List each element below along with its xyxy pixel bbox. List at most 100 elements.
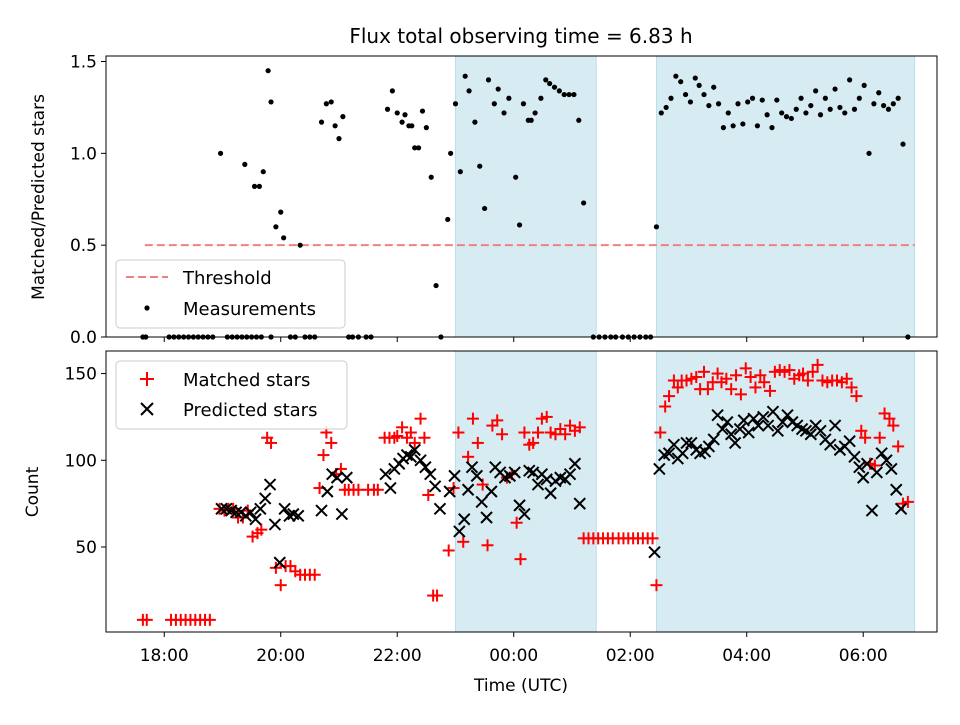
predicted-star-point	[843, 434, 856, 448]
bottom-y-tick-label: 100	[65, 451, 97, 471]
predicted-star-point	[804, 428, 818, 441]
measurement-point	[399, 119, 405, 125]
predicted-star-point	[563, 467, 577, 481]
top-legend-box	[115, 259, 346, 329]
predicted-star-point	[752, 419, 765, 432]
predicted-star-point	[814, 424, 827, 437]
measurement-point	[754, 123, 761, 129]
predicted-star-point	[278, 502, 291, 516]
measurement-point	[764, 112, 770, 118]
matched-star-point	[317, 449, 330, 462]
matched-star-point	[720, 372, 733, 385]
measurement-point	[528, 117, 534, 123]
measurement-point	[663, 104, 669, 111]
matched-star-point	[496, 428, 509, 441]
matched-star-point	[371, 483, 384, 496]
predicted-star-point	[890, 483, 903, 496]
top-legend: Threshold Measurements	[115, 259, 346, 329]
x-tick-label: 20:00	[256, 646, 305, 666]
top-shaded-region-0	[454, 55, 597, 338]
measurement-point	[384, 106, 391, 112]
matched-star-point	[659, 400, 672, 413]
measurement-point	[890, 101, 896, 107]
measurement-point	[837, 104, 843, 111]
measurement-point	[808, 102, 814, 109]
measurement-point	[457, 169, 463, 175]
x-tick-label: 22:00	[373, 646, 422, 666]
matched-star-point	[442, 544, 455, 557]
predicted-star-point	[480, 511, 493, 524]
measurement-point	[491, 101, 497, 107]
matched-star-point	[518, 426, 531, 439]
measurement-point	[798, 95, 804, 101]
measurement-point	[412, 145, 418, 151]
predicted-star-point	[795, 422, 809, 436]
measurement-point	[323, 101, 329, 107]
matched-star-point	[744, 371, 757, 384]
predicted-star-point	[870, 466, 884, 479]
measurement-point	[692, 75, 698, 81]
matched-star-point	[650, 579, 663, 592]
measurement-point	[513, 174, 519, 180]
matched-star-point	[527, 436, 540, 449]
bottom-data-marks	[136, 358, 914, 626]
measurement-point	[389, 88, 395, 94]
bottom-y-tick-label: 150	[65, 365, 97, 385]
matched-star-point	[466, 412, 479, 425]
measurement-point	[678, 79, 684, 85]
measurement-point	[318, 119, 325, 125]
measurement-point	[856, 95, 862, 101]
matched-star-point	[711, 367, 724, 380]
matched-star-point	[308, 568, 321, 581]
matched-star-point	[758, 376, 771, 389]
predicted-star-point	[268, 518, 282, 531]
measurement-point	[281, 235, 287, 241]
predicted-star-point	[568, 457, 582, 470]
bottom-x-ticks: 18:00 20:00 22:00 00:00 02:00 04:00 06:00	[140, 632, 888, 666]
measurement-point	[328, 99, 334, 105]
top-y-tick-label: 1.0	[70, 144, 97, 164]
predicted-star-point	[465, 461, 479, 474]
measurement-point	[682, 91, 689, 98]
predicted-star-point	[215, 502, 228, 516]
matched-star-point	[573, 421, 586, 434]
predicted-star-point	[880, 454, 893, 467]
predicted-star-point	[771, 424, 784, 437]
measurement-point	[332, 123, 338, 129]
measurement-point	[409, 123, 415, 129]
predicted-star-point	[448, 469, 461, 483]
matched-star-point	[396, 421, 409, 434]
predicted-star-point	[523, 464, 536, 477]
predicted-star-point	[453, 525, 466, 538]
predicted-star-point	[747, 412, 760, 425]
matched-star-point	[540, 410, 553, 423]
matched-star-point	[431, 589, 444, 602]
predicted-star-point	[685, 436, 698, 450]
predicted-star-point	[254, 502, 267, 516]
predicted-star-point	[860, 457, 874, 470]
measurement-point	[394, 110, 400, 116]
measurement-point	[866, 150, 872, 156]
predicted-star-point	[315, 504, 328, 517]
matched-star-point	[404, 426, 417, 439]
measurement-point	[268, 99, 274, 105]
predicted-star-point	[711, 408, 724, 422]
predicted-star-point	[458, 513, 471, 526]
measurement-point	[242, 161, 248, 167]
top-shaded-regions	[454, 55, 916, 338]
predicted-star-point	[728, 436, 742, 450]
matched-star-point	[203, 613, 216, 626]
measurement-point	[532, 110, 538, 116]
matched-star-point	[388, 431, 401, 444]
measurement-point	[895, 95, 901, 101]
measurement-point	[842, 110, 848, 116]
matched-star-point	[701, 383, 714, 396]
measurement-point	[673, 73, 679, 79]
measurement-point	[472, 119, 478, 125]
measurement-point	[445, 216, 451, 223]
predicted-star-point	[513, 499, 526, 512]
measurement-point	[566, 91, 572, 98]
measurement-point	[477, 163, 483, 169]
measurement-point	[725, 110, 731, 116]
